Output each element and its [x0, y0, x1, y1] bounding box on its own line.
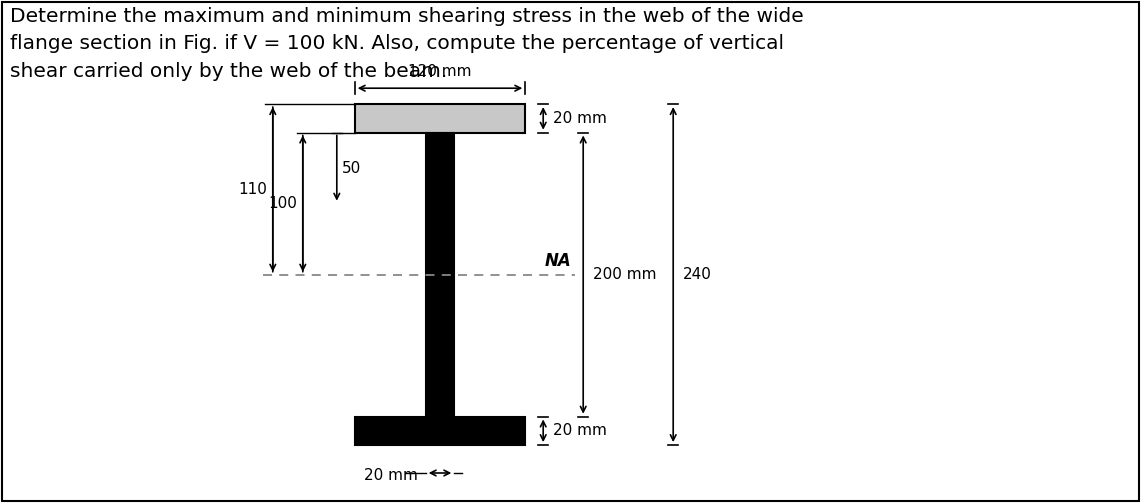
Text: 120 mm: 120 mm — [408, 64, 471, 79]
Text: 110: 110 — [238, 182, 267, 197]
Bar — [355, 416, 525, 445]
Text: NA: NA — [544, 252, 572, 270]
Text: 50: 50 — [342, 160, 361, 176]
Text: 20 mm: 20 mm — [553, 424, 607, 438]
Text: 240: 240 — [683, 267, 712, 282]
Text: 200 mm: 200 mm — [593, 267, 657, 282]
Text: 20 mm: 20 mm — [364, 467, 418, 482]
Text: 100: 100 — [268, 196, 297, 211]
Bar — [426, 133, 454, 416]
Text: 20 mm: 20 mm — [553, 111, 607, 126]
Bar — [355, 104, 525, 133]
Text: Determine the maximum and minimum shearing stress in the web of the wide
flange : Determine the maximum and minimum sheari… — [10, 7, 803, 80]
